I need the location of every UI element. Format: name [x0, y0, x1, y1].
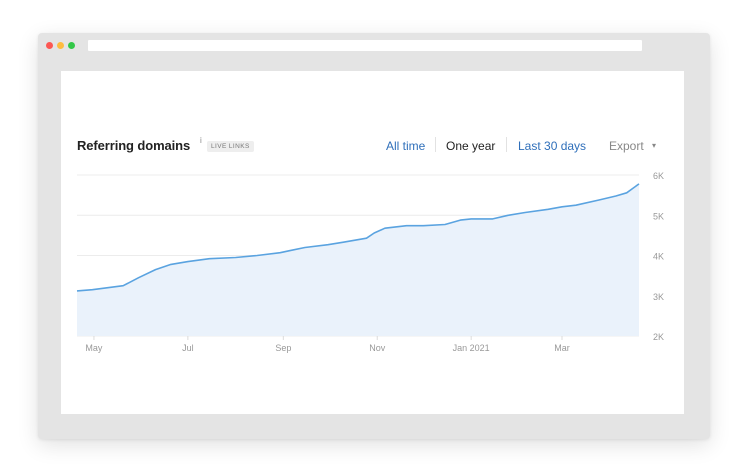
range-all-time[interactable]: All time	[386, 139, 426, 153]
y-tick-label: 2K	[653, 332, 664, 342]
close-window-dot[interactable]	[46, 42, 53, 49]
y-tick-label: 5K	[653, 211, 664, 221]
chevron-down-icon[interactable]: ▾	[652, 141, 657, 150]
content-panel: Referring domains i LIVE LINKS All time …	[61, 71, 684, 414]
x-tick-label: Sep	[275, 343, 291, 353]
x-tick-label: Mar	[554, 343, 570, 353]
range-divider	[506, 137, 507, 152]
x-tick-label: Jan 2021	[453, 343, 490, 353]
minimize-window-dot[interactable]	[57, 42, 64, 49]
referring-domains-chart: 6K 5K 4K 3K 2K May Jul Sep Nov Jan 2021 Mar	[76, 171, 664, 353]
export-button[interactable]: Export	[609, 139, 644, 153]
browser-window: Referring domains i LIVE LINKS All time …	[38, 33, 710, 439]
x-tick-label: Nov	[369, 343, 386, 353]
y-tick-label: 4K	[653, 252, 664, 262]
info-icon[interactable]: i	[200, 136, 202, 145]
y-tick-label: 6K	[653, 171, 664, 181]
range-one-year[interactable]: One year	[446, 139, 496, 153]
series-area	[77, 183, 639, 336]
range-last-30-days[interactable]: Last 30 days	[518, 139, 587, 153]
series-line	[76, 183, 640, 292]
x-tick-label: Jul	[182, 343, 194, 353]
range-divider	[435, 137, 436, 152]
maximize-window-dot[interactable]	[68, 42, 75, 49]
y-tick-label: 3K	[653, 292, 664, 302]
widget-title: Referring domains	[77, 138, 191, 153]
window-controls	[46, 42, 75, 49]
address-bar[interactable]	[88, 40, 642, 51]
live-links-badge: LIVE LINKS	[207, 141, 254, 152]
x-tick-label: May	[85, 343, 103, 353]
